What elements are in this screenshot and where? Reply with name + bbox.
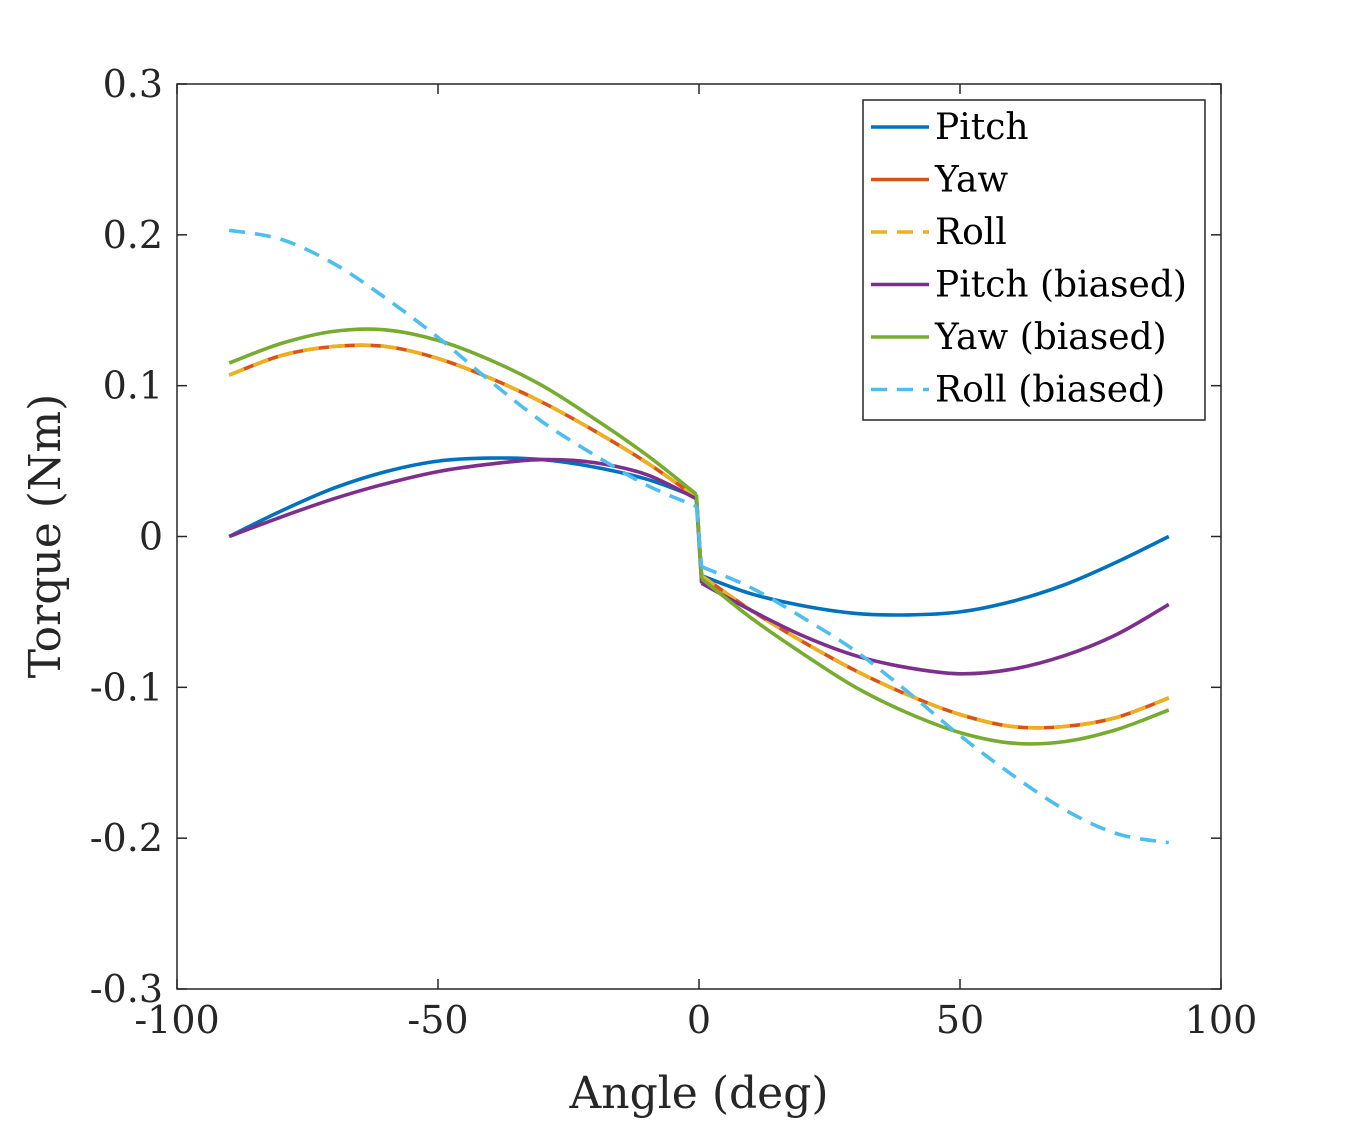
y-tick-label: 0.1	[103, 364, 163, 408]
x-axis-label: Angle (deg)	[568, 1068, 828, 1119]
legend-label: Pitch	[935, 107, 1029, 148]
y-axis-label: Torque (Nm)	[20, 394, 71, 679]
legend-label: Pitch (biased)	[935, 265, 1187, 306]
y-tick-label: -0.2	[90, 816, 163, 860]
y-tick-label: 0.3	[103, 62, 163, 106]
x-tick-label: 0	[687, 998, 711, 1042]
legend-label: Roll	[935, 212, 1007, 253]
legend-label: Yaw	[934, 160, 1008, 201]
y-tick-label: 0	[139, 515, 163, 559]
legend-label: Yaw (biased)	[934, 317, 1167, 358]
legend: Pitch Yaw Roll Pitch (biased) Yaw (biased) Ro…	[862, 99, 1206, 421]
series-layer	[228, 228, 1170, 845]
x-tick-label: 100	[1185, 998, 1258, 1042]
legend-label: Roll (biased)	[935, 370, 1165, 411]
y-tick-label: -0.1	[90, 665, 163, 709]
x-tick-label: -50	[407, 998, 468, 1042]
ticks-layer: -100 -50 0 50 100 -0.3 -0.2 -0.1 0 0.1 0.2 0.3	[90, 62, 1258, 1042]
series-line-6	[228, 228, 1170, 845]
x-tick-label: 50	[936, 998, 984, 1042]
y-tick-label: -0.3	[90, 967, 163, 1011]
x-tick-label: -100	[134, 998, 219, 1042]
y-tick-label: 0.2	[103, 213, 163, 257]
legend-box	[862, 99, 1206, 421]
